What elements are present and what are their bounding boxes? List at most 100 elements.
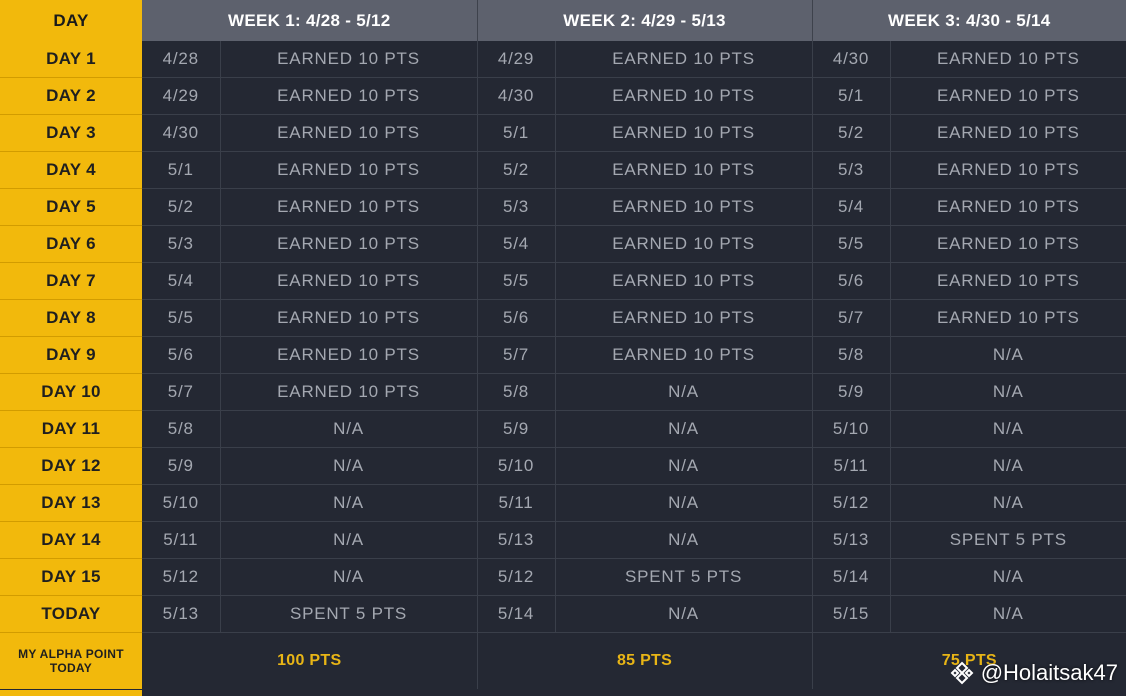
bottom-accent-strip	[0, 690, 142, 696]
day-label: DAY 1	[0, 41, 142, 78]
totals-row: MY ALPHA POINT TODAY 100 PTS 85 PTS 75 P…	[0, 632, 1126, 689]
day-label: DAY 12	[0, 447, 142, 485]
week-2-status: EARNED 10 PTS	[555, 225, 813, 263]
day-label: DAY 15	[0, 558, 142, 596]
week-2-date: 5/6	[477, 299, 556, 337]
day-label: DAY 2	[0, 77, 142, 115]
week-1-date: 5/6	[142, 336, 221, 374]
week-3-date: 5/13	[812, 521, 891, 559]
week-1-status: EARNED 10 PTS	[220, 188, 478, 226]
week-1-date: 5/5	[142, 299, 221, 337]
week-2-date: 5/8	[477, 373, 556, 411]
week-1-date: 5/8	[142, 410, 221, 448]
week-2-status: EARNED 10 PTS	[555, 114, 813, 152]
week-2-status: N/A	[555, 410, 813, 448]
header-week-3: WEEK 3: 4/30 - 5/14	[812, 0, 1126, 41]
week-2-date: 4/30	[477, 77, 556, 115]
week-3-date: 5/9	[812, 373, 891, 411]
week-3-date: 5/15	[812, 595, 891, 633]
week-2-status: EARNED 10 PTS	[555, 77, 813, 115]
week-3-date: 5/12	[812, 484, 891, 522]
week-3-date: 5/4	[812, 188, 891, 226]
week-1-date: 4/30	[142, 114, 221, 152]
week-3-date: 5/3	[812, 151, 891, 189]
header-row: DAY WEEK 1: 4/28 - 5/12 WEEK 2: 4/29 - 5…	[0, 0, 1126, 41]
week-1-date: 4/29	[142, 77, 221, 115]
week-3-status: EARNED 10 PTS	[890, 262, 1126, 300]
week-2-date: 5/10	[477, 447, 556, 485]
week-3-date: 5/7	[812, 299, 891, 337]
week-1-status: EARNED 10 PTS	[220, 114, 478, 152]
table-row: DAY 3 4/30 EARNED 10 PTS 5/1 EARNED 10 PTS 5/…	[0, 114, 1126, 152]
week-3-status: SPENT 5 PTS	[890, 521, 1126, 559]
day-label: DAY 4	[0, 151, 142, 189]
week-2-status: N/A	[555, 484, 813, 522]
table-row: DAY 12 5/9 N/A 5/10 N/A 5/11 N/A	[0, 447, 1126, 485]
table-row: DAY 2 4/29 EARNED 10 PTS 4/30 EARNED 10 PTS 5…	[0, 77, 1126, 115]
binance-logo-icon	[950, 661, 974, 685]
day-label: DAY 13	[0, 484, 142, 522]
week-3-date: 5/11	[812, 447, 891, 485]
week-2-date: 5/4	[477, 225, 556, 263]
header-day: DAY	[0, 0, 142, 41]
week-2-status: EARNED 10 PTS	[555, 188, 813, 226]
week-1-status: N/A	[220, 558, 478, 596]
week-2-date: 5/12	[477, 558, 556, 596]
week-1-date: 5/10	[142, 484, 221, 522]
table-row: DAY 7 5/4 EARNED 10 PTS 5/5 EARNED 10 PTS 5/6…	[0, 262, 1126, 300]
week-2-date: 5/5	[477, 262, 556, 300]
week-3-date: 4/30	[812, 41, 891, 78]
week-3-status: N/A	[890, 447, 1126, 485]
week-3-status: EARNED 10 PTS	[890, 188, 1126, 226]
week-3-status: EARNED 10 PTS	[890, 114, 1126, 152]
week-3-date: 5/10	[812, 410, 891, 448]
day-label: DAY 5	[0, 188, 142, 226]
week-3-date: 5/1	[812, 77, 891, 115]
week-1-date: 5/11	[142, 521, 221, 559]
week-2-date: 5/11	[477, 484, 556, 522]
week-1-status: N/A	[220, 521, 478, 559]
week-1-status: N/A	[220, 447, 478, 485]
week-3-date: 5/5	[812, 225, 891, 263]
week-1-status: EARNED 10 PTS	[220, 225, 478, 263]
week-2-date: 4/29	[477, 41, 556, 78]
week-1-date: 5/3	[142, 225, 221, 263]
week-2-date: 5/7	[477, 336, 556, 374]
day-label: TODAY	[0, 595, 142, 633]
day-label: DAY 8	[0, 299, 142, 337]
week-2-status: N/A	[555, 595, 813, 633]
day-label: DAY 7	[0, 262, 142, 300]
watermark-handle: @Holaitsak47	[980, 660, 1118, 685]
table-row: TODAY 5/13 SPENT 5 PTS 5/14 N/A 5/15 N/A	[0, 595, 1126, 633]
week-3-status: EARNED 10 PTS	[890, 151, 1126, 189]
day-label: DAY 6	[0, 225, 142, 263]
table-row: DAY 9 5/6 EARNED 10 PTS 5/7 EARNED 10 PTS 5/8…	[0, 336, 1126, 374]
week-1-status: EARNED 10 PTS	[220, 299, 478, 337]
total-week-2: 85 PTS	[477, 632, 813, 689]
day-label: DAY 14	[0, 521, 142, 559]
week-3-status: N/A	[890, 484, 1126, 522]
table-row: DAY 6 5/3 EARNED 10 PTS 5/4 EARNED 10 PTS 5/5…	[0, 225, 1126, 263]
week-3-status: N/A	[890, 558, 1126, 596]
week-2-date: 5/13	[477, 521, 556, 559]
week-1-date: 5/9	[142, 447, 221, 485]
week-1-status: EARNED 10 PTS	[220, 151, 478, 189]
week-3-status: EARNED 10 PTS	[890, 41, 1126, 78]
week-2-date: 5/9	[477, 410, 556, 448]
week-3-date: 5/6	[812, 262, 891, 300]
week-2-status: N/A	[555, 521, 813, 559]
table-row: DAY 4 5/1 EARNED 10 PTS 5/2 EARNED 10 PTS 5/3…	[0, 151, 1126, 189]
week-2-date: 5/1	[477, 114, 556, 152]
week-1-date: 4/28	[142, 41, 221, 78]
table-row: DAY 13 5/10 N/A 5/11 N/A 5/12 N/A	[0, 484, 1126, 522]
week-1-status: SPENT 5 PTS	[220, 595, 478, 633]
week-2-status: N/A	[555, 447, 813, 485]
week-1-status: EARNED 10 PTS	[220, 336, 478, 374]
week-3-date: 5/8	[812, 336, 891, 374]
day-label: DAY 9	[0, 336, 142, 374]
week-1-status: EARNED 10 PTS	[220, 262, 478, 300]
day-label: DAY 10	[0, 373, 142, 411]
week-3-status: N/A	[890, 595, 1126, 633]
week-3-date: 5/14	[812, 558, 891, 596]
